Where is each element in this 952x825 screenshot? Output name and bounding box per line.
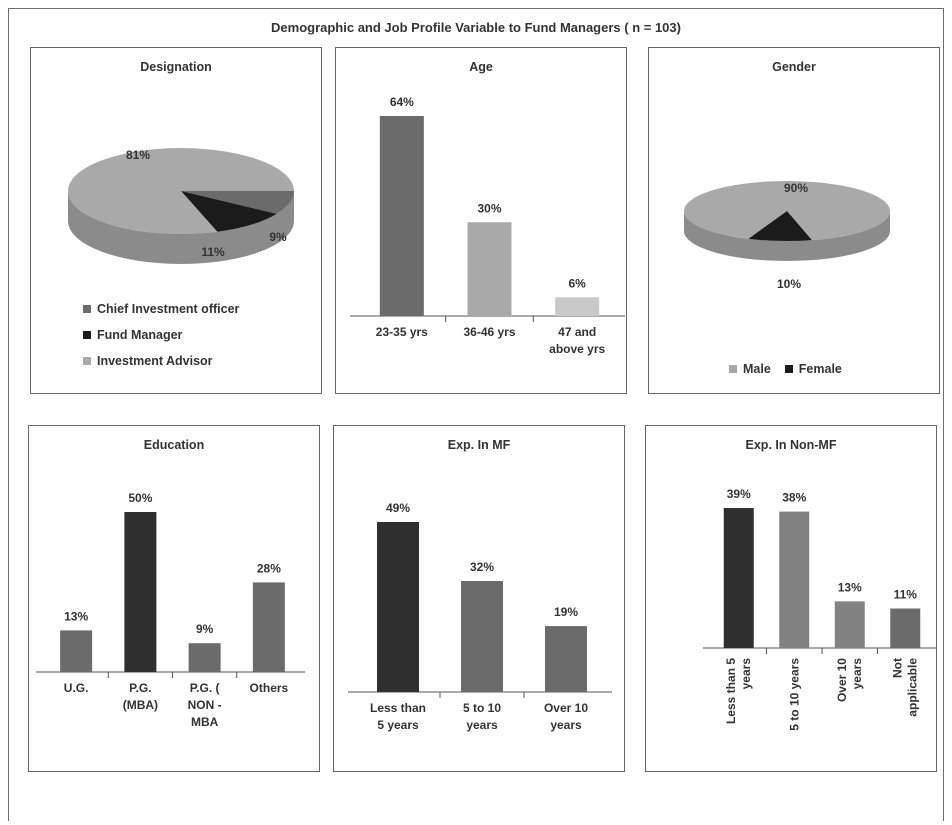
bar-p-g-mba [124, 512, 157, 672]
designation-chart: Designation 9% 11% 81% Chief Investment of… [30, 47, 322, 394]
category-label: Less than 5years [724, 658, 753, 724]
exp-mf-bar-svg: 49% Less than 5 years 32% 5 to 10 years 19% Ove… [348, 501, 612, 732]
designation-pie-svg: 9% 11% 81% [68, 148, 294, 264]
bar-less-than-5-years [377, 522, 419, 692]
age-chart: Age 64% 23-35 yrs 30% 36-46 yrs 6% 47 and abov… [335, 47, 627, 394]
category-label: Over 10years [835, 658, 864, 702]
slice-investment-advisor [68, 148, 294, 234]
legend-swatch [729, 365, 737, 373]
legend-item-male: Male [729, 362, 771, 376]
legend-item-fund-manager: Fund Manager [83, 328, 239, 342]
data-label: 6% [568, 276, 586, 290]
category-label: U.G. [64, 681, 89, 695]
data-label: 49% [386, 501, 410, 515]
bar-5-to-10-years [461, 580, 503, 692]
bar-5-to-10-years [779, 511, 810, 648]
data-label: 90% [784, 181, 808, 195]
bar-23-35-yrs [379, 116, 424, 316]
bar-p-g-non-mba [188, 643, 221, 672]
slice-male [684, 181, 890, 241]
legend-item-chief-investment-officer: Chief Investment officer [83, 302, 239, 316]
legend-label: Male [743, 362, 771, 376]
age-title: Age [469, 60, 493, 74]
category-label: 5 to 10 years [463, 701, 501, 732]
exp-non-mf-chart: Exp. In Non-MF 39% Less than 5years 38% 5 t… [645, 425, 937, 772]
legend-swatch [83, 357, 91, 365]
gender-legend: Male Female [729, 362, 842, 376]
bar-47-and-above-yrs [555, 297, 600, 316]
exp-non-mf-bar-svg: 39% Less than 5years 38% 5 to 10 years 13% Ov… [703, 487, 936, 731]
figure-title: Demographic and Job Profile Variable to … [271, 20, 681, 35]
data-label: 9% [196, 622, 214, 636]
legend-swatch [83, 331, 91, 339]
data-label: 9% [269, 230, 287, 244]
category-label: P.G. (MBA) [123, 681, 158, 712]
slice-fund-manager [181, 191, 277, 232]
exp-non-mf-title: Exp. In Non-MF [745, 438, 837, 452]
legend-label: Chief Investment officer [97, 302, 240, 316]
gender-chart: Gender 90% 10% Male Female [648, 47, 940, 394]
figure-frame [8, 8, 944, 821]
legend-label: Female [798, 362, 842, 376]
data-label: 32% [470, 560, 494, 574]
data-label: 81% [126, 148, 150, 162]
legend-item-female: Female [784, 362, 842, 376]
category-label: P.G. (NON -MBA [188, 681, 222, 729]
age-bar-svg: 64% 23-35 yrs 30% 36-46 yrs 6% 47 and above yr… [350, 95, 625, 356]
bar-over-10-years [834, 601, 865, 648]
gender-pie-svg: 90% 10% [684, 181, 890, 291]
data-label: 11% [894, 588, 918, 602]
data-label: 38% [782, 491, 806, 505]
slice-female [748, 211, 812, 242]
category-label: Others [250, 681, 289, 695]
exp-mf-chart: Exp. In MF 49% Less than 5 years 32% 5 to 10… [333, 425, 625, 772]
slice-chief-investment-officer [181, 191, 294, 214]
designation-legend: Chief Investment officer Fund Manager In… [83, 302, 239, 380]
education-bar-svg: 13% U.G. 50% P.G. (MBA) 9% P.G. (NON -MBA 28% Ot… [36, 491, 305, 729]
legend-swatch [784, 365, 793, 373]
category-label: 47 and above yrs [549, 325, 605, 356]
bar-36-46-yrs [467, 222, 512, 316]
designation-title: Designation [140, 60, 212, 74]
exp-mf-title: Exp. In MF [447, 438, 511, 452]
legend-swatch [83, 305, 91, 313]
data-label: 19% [554, 605, 578, 619]
data-label: 13% [64, 609, 88, 623]
data-label: 30% [477, 201, 501, 215]
bar-over-10-years [545, 626, 587, 692]
bar-not-applicable [890, 608, 921, 648]
data-label: 64% [390, 95, 414, 109]
data-label: 39% [727, 487, 751, 501]
education-chart: Education 13% U.G. 50% P.G. (MBA) 9% P.G. (NON… [28, 425, 320, 772]
category-label: Notapplicable [890, 658, 919, 717]
legend-label: Investment Advisor [97, 354, 213, 368]
category-label: 23-35 yrs [376, 325, 428, 339]
data-label: 11% [201, 245, 225, 259]
data-label: 28% [257, 561, 281, 575]
data-label: 13% [838, 580, 862, 594]
gender-title: Gender [772, 60, 816, 74]
education-title: Education [143, 438, 205, 452]
pie-side [684, 211, 890, 261]
bar-others [252, 582, 285, 672]
data-label: 50% [128, 491, 152, 505]
pie-side [68, 191, 294, 264]
legend-label: Fund Manager [97, 328, 183, 342]
category-label: 5 to 10 years [787, 658, 801, 731]
category-label: Less than 5 years [370, 701, 426, 732]
legend-item-investment-advisor: Investment Advisor [83, 354, 239, 368]
data-label: 10% [777, 277, 801, 291]
bar-less-than-5-years [723, 508, 754, 648]
category-label: 36-46 yrs [463, 325, 515, 339]
bar-u-g [60, 630, 93, 672]
